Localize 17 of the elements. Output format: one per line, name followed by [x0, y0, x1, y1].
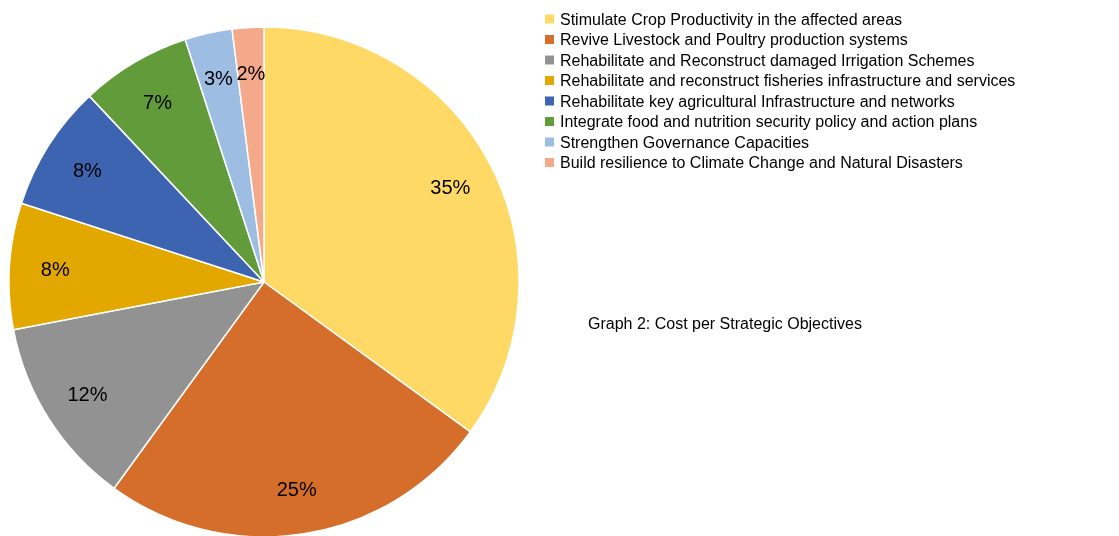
legend-label: Strengthen Governance Capacities [560, 133, 810, 151]
legend-label: Rehabilitate key agricultural Infrastructure and networks [560, 92, 955, 110]
legend-label: Rehabilitate and reconstruct fisheries infrastructure and services [560, 72, 1016, 89]
legend-label: Rehabilitate and Reconstruct damaged Irrigation Schemes [560, 51, 975, 69]
data-label: 8% [73, 158, 103, 181]
data-label: 7% [143, 91, 173, 114]
legend-label: Build resilience to Climate Change and Natural Disasters [560, 154, 963, 171]
legend-label: Stimulate Crop Productivity in the affected areas [560, 10, 903, 28]
legend-label: Integrate food and nutrition security policy and action plans [560, 113, 978, 130]
data-label: 2% [236, 62, 266, 85]
data-label: 8% [40, 257, 70, 280]
text: Graph 2: Cost per Strategic Objectives [588, 314, 862, 332]
data-label: 12% [67, 383, 108, 406]
data-label: 25% [276, 477, 317, 500]
data-label: 3% [203, 66, 234, 89]
legend-label: Revive Livestock and Poultry production systems [560, 31, 908, 48]
data-label: 35% [430, 176, 471, 199]
